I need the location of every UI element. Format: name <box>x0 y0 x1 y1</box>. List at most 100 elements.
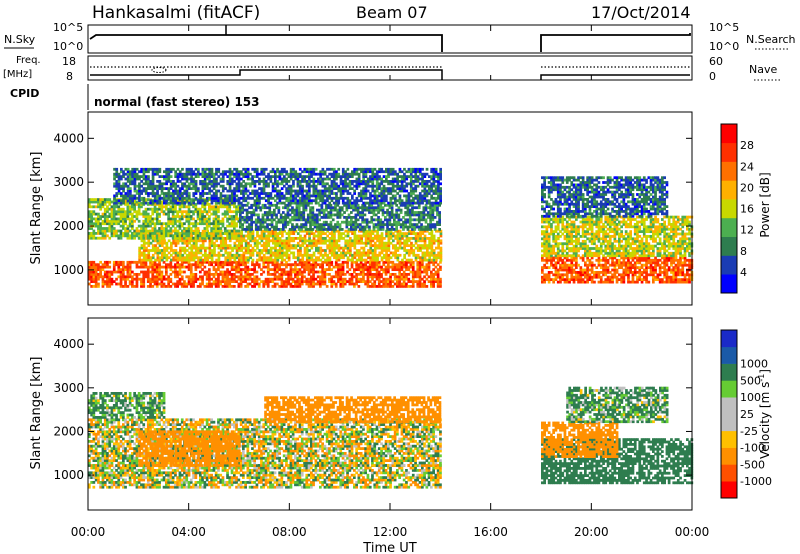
power-cell-0 <box>162 275 166 279</box>
power-cell-0 <box>115 270 118 274</box>
power-cell-3 <box>302 218 306 222</box>
power-cell-0 <box>108 260 112 264</box>
power-cell-4 <box>255 180 259 183</box>
power-cell-0 <box>199 277 202 281</box>
power-cell-4 <box>172 199 175 203</box>
power-cell-1 <box>308 258 311 262</box>
power-cell-2 <box>119 210 123 214</box>
power-cell-3 <box>406 213 410 217</box>
power-cell-1 <box>283 258 286 262</box>
power-cell-3 <box>424 225 428 229</box>
power-cell-1 <box>147 232 151 235</box>
power-cell-3 <box>438 211 441 214</box>
power-cell-1 <box>326 229 329 233</box>
power-cell-4 <box>210 182 214 186</box>
power-cell-0 <box>210 282 213 286</box>
power-cell-0 <box>151 260 155 264</box>
power-cell-4 <box>287 180 291 183</box>
power-cell-2 <box>219 203 223 206</box>
power-cell-1 <box>333 251 336 255</box>
power-cell-0 <box>210 263 213 267</box>
power-cell-0 <box>310 263 313 267</box>
power-cell-1 <box>258 258 262 262</box>
power-cell-2 <box>237 205 241 209</box>
power-cell-2 <box>112 215 116 218</box>
power-cell-2 <box>155 215 159 218</box>
power-cell-3 <box>343 203 346 207</box>
power-cell-3 <box>268 208 272 212</box>
power-cell-4 <box>122 187 125 190</box>
power-cell-1 <box>265 234 268 238</box>
power-cell-0 <box>103 270 107 274</box>
power-cell-4 <box>185 184 189 188</box>
power-cell-2 <box>185 219 189 223</box>
power-cell-4 <box>289 187 293 190</box>
power-cell-1 <box>310 253 314 257</box>
power-cell-0 <box>237 277 241 281</box>
power-cell-0 <box>160 277 164 281</box>
power-cell-3 <box>429 211 432 214</box>
power-cell-0 <box>203 273 207 276</box>
power-cell-4 <box>258 180 261 183</box>
power-cell-4 <box>122 199 125 203</box>
power-cell-0 <box>398 280 401 283</box>
power-cell-4 <box>172 192 175 195</box>
power-cell-1 <box>262 241 266 245</box>
power-cell-0 <box>253 280 256 283</box>
power-cell-0 <box>165 277 168 281</box>
power-cell-0 <box>285 265 288 269</box>
power-cell-1 <box>373 249 377 252</box>
power-cell-0 <box>391 263 395 267</box>
power-cell-1 <box>362 246 366 250</box>
power-cell-0 <box>350 275 354 279</box>
power-cell-0 <box>321 277 324 281</box>
power-cell-1 <box>201 239 205 243</box>
power-cell-0 <box>400 260 404 264</box>
power-cell-4 <box>192 184 196 188</box>
power-cell-1 <box>401 237 404 240</box>
power-cell-2 <box>221 236 225 240</box>
power-cell-4 <box>158 187 162 190</box>
power-cell-4 <box>303 177 307 181</box>
power-cell-2 <box>169 205 173 209</box>
power-cell-1 <box>195 241 198 245</box>
power-cell-0 <box>160 282 164 286</box>
power-cell-4 <box>289 201 293 205</box>
power-cell-2 <box>199 232 202 235</box>
power-cell-2 <box>178 234 182 238</box>
power-cell-3 <box>390 228 394 231</box>
power-cell-4 <box>185 177 189 181</box>
power-cell-3 <box>316 213 319 217</box>
power-cell-3 <box>282 223 285 226</box>
power-cell-2 <box>131 232 134 235</box>
power-cell-4 <box>235 167 239 171</box>
power-cell-2 <box>228 236 232 240</box>
power-cell-0 <box>88 263 91 267</box>
power-cell-0 <box>371 275 374 279</box>
power-cell-0 <box>280 275 284 279</box>
power-cell-2 <box>126 212 130 216</box>
power-cell-1 <box>419 246 422 250</box>
power-cell-2 <box>94 200 98 204</box>
power-cell-1 <box>405 251 409 255</box>
power-cell-3 <box>302 225 306 229</box>
power-cell-1 <box>310 244 314 247</box>
power-cell-1 <box>215 239 218 243</box>
power-cell-4 <box>278 192 282 195</box>
power-cell-4 <box>298 184 302 188</box>
power-cell-1 <box>380 232 384 235</box>
power-cell-2 <box>117 205 121 209</box>
power-cell-4 <box>289 192 293 195</box>
power-cell-4 <box>276 189 279 193</box>
power-cell-4 <box>190 167 193 171</box>
power-cell-3 <box>263 213 267 217</box>
power-cell-1 <box>210 253 214 257</box>
power-cell-3 <box>413 206 417 210</box>
power-cell-0 <box>430 285 433 288</box>
power-cell-2 <box>214 224 218 228</box>
power-cell-3 <box>359 211 362 214</box>
power-cell-3 <box>250 218 253 222</box>
power-cell-0 <box>427 260 431 264</box>
power-cell-1 <box>228 258 232 262</box>
power-cell-3 <box>295 223 299 226</box>
